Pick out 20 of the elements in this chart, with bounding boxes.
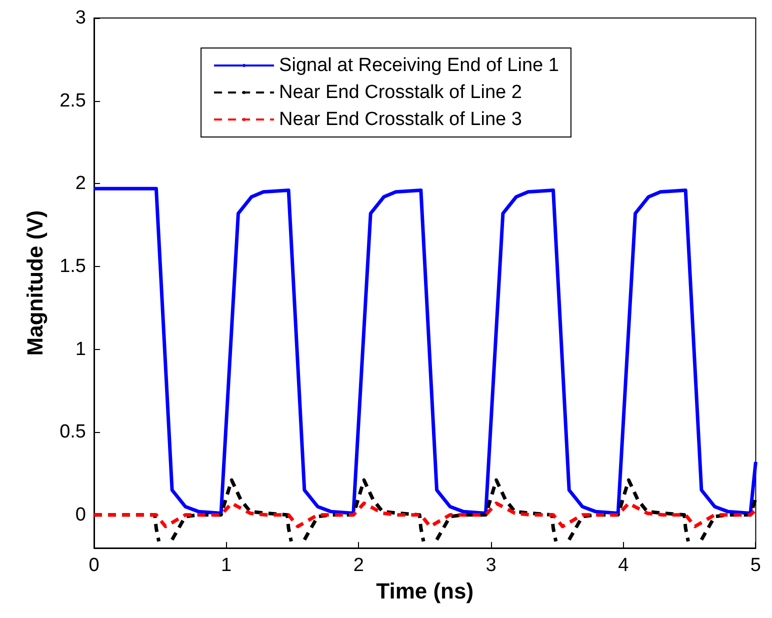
legend-label: Signal at Receiving End of Line 1 xyxy=(279,55,559,76)
y-axis-title: Magnitude (V) xyxy=(22,210,48,356)
legend-label: Near End Crosstalk of Line 2 xyxy=(279,82,522,103)
y-tick-label: 2.5 xyxy=(60,90,86,112)
y-tick-label: 1 xyxy=(75,338,86,360)
y-tick-label: 3 xyxy=(75,8,86,28)
line-series xyxy=(92,502,758,528)
x-tick-label: 0 xyxy=(88,555,100,576)
y-tick-label: 0 xyxy=(75,504,86,526)
x-tick-label: 1 xyxy=(221,555,232,576)
y-tick-label: 1.5 xyxy=(60,256,86,277)
x-tick-label: 2 xyxy=(353,555,364,576)
legend-label: Near End Crosstalk of Line 3 xyxy=(279,109,522,130)
x-tick-label: 4 xyxy=(618,555,630,576)
x-axis-title: Time (ns) xyxy=(376,578,474,604)
line-series xyxy=(92,186,758,515)
y-tick-label: 2 xyxy=(75,173,86,194)
x-tick-label: 3 xyxy=(486,555,496,576)
x-tick-label: 5 xyxy=(750,555,762,576)
y-tick-label: 0.5 xyxy=(60,422,86,443)
